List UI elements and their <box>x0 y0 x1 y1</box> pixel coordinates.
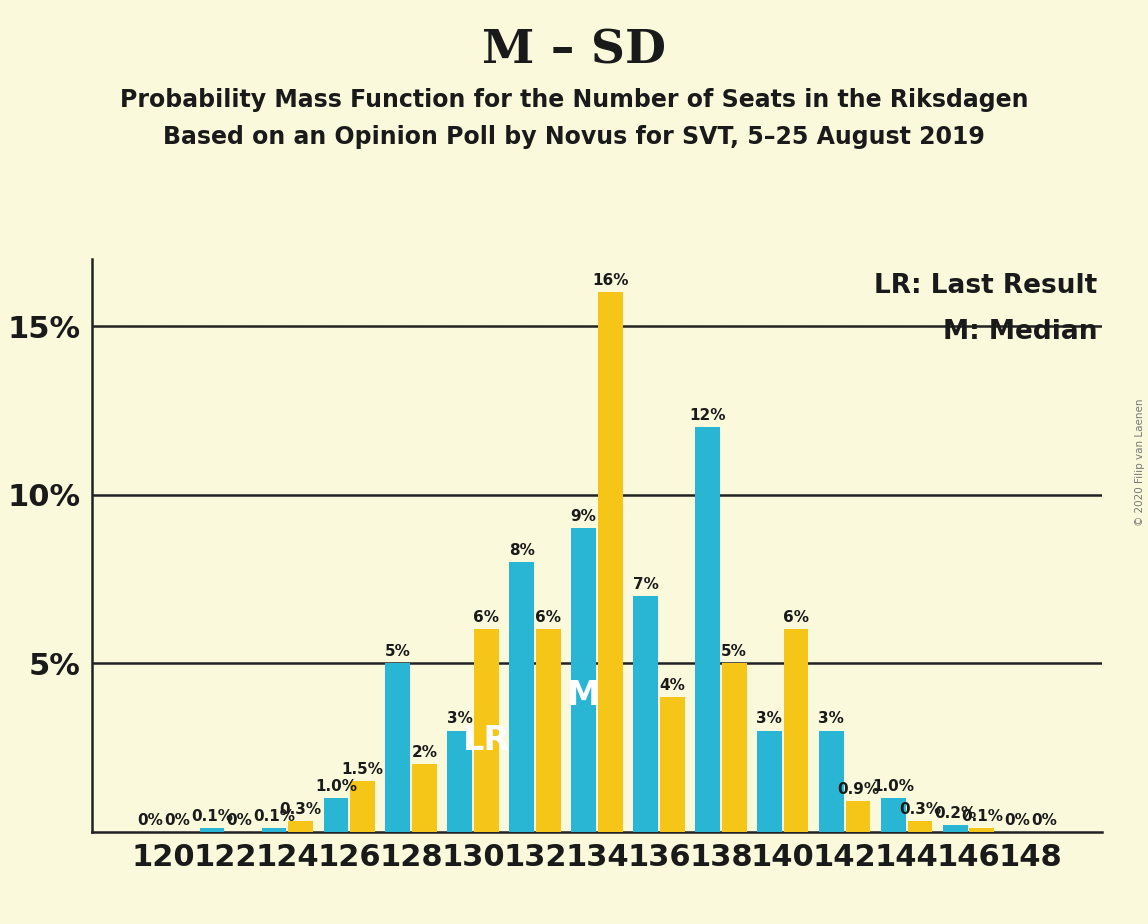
Text: 16%: 16% <box>592 274 628 288</box>
Text: 9%: 9% <box>571 509 597 524</box>
Text: 0%: 0% <box>226 812 251 828</box>
Text: 4%: 4% <box>659 678 685 693</box>
Bar <box>324 798 348 832</box>
Text: 3%: 3% <box>819 711 844 726</box>
Text: 6%: 6% <box>473 611 499 626</box>
Bar <box>474 629 498 832</box>
Text: 0%: 0% <box>164 812 189 828</box>
Text: 0.9%: 0.9% <box>837 783 879 797</box>
Text: 0.2%: 0.2% <box>934 806 976 821</box>
Text: 12%: 12% <box>689 408 726 423</box>
Bar <box>881 798 906 832</box>
Bar <box>598 292 622 832</box>
Bar <box>350 781 375 832</box>
Bar <box>943 825 968 832</box>
Text: 0.1%: 0.1% <box>961 809 1003 824</box>
Text: 8%: 8% <box>509 543 535 558</box>
Bar <box>660 697 684 832</box>
Text: 5%: 5% <box>385 644 411 659</box>
Text: Based on an Opinion Poll by Novus for SVT, 5–25 August 2019: Based on an Opinion Poll by Novus for SV… <box>163 125 985 149</box>
Text: Probability Mass Function for the Number of Seats in the Riksdagen: Probability Mass Function for the Number… <box>119 88 1029 112</box>
Text: M: M <box>567 678 600 711</box>
Text: 0.3%: 0.3% <box>899 802 941 818</box>
Bar <box>784 629 808 832</box>
Text: 5%: 5% <box>721 644 747 659</box>
Text: 0.3%: 0.3% <box>280 802 321 818</box>
Text: LR: LR <box>463 724 510 757</box>
Text: 7%: 7% <box>633 577 659 591</box>
Bar <box>908 821 932 832</box>
Bar <box>722 663 746 832</box>
Bar <box>969 828 994 832</box>
Bar <box>757 731 782 832</box>
Text: 0.1%: 0.1% <box>191 809 233 824</box>
Text: 6%: 6% <box>783 611 809 626</box>
Bar <box>572 529 596 832</box>
Text: 0%: 0% <box>1031 812 1056 828</box>
Text: 3%: 3% <box>757 711 783 726</box>
Bar <box>696 427 720 832</box>
Bar <box>200 828 225 832</box>
Text: © 2020 Filip van Laenen: © 2020 Filip van Laenen <box>1134 398 1145 526</box>
Text: 0%: 0% <box>1004 812 1030 828</box>
Bar <box>536 629 560 832</box>
Bar <box>412 764 437 832</box>
Text: 1.5%: 1.5% <box>342 762 383 777</box>
Text: 2%: 2% <box>411 745 437 760</box>
Text: 0%: 0% <box>138 812 163 828</box>
Bar <box>634 596 658 832</box>
Bar <box>448 731 472 832</box>
Bar <box>288 821 313 832</box>
Text: 1.0%: 1.0% <box>872 779 914 794</box>
Text: 3%: 3% <box>447 711 473 726</box>
Text: M: Median: M: Median <box>943 319 1097 345</box>
Text: 0.1%: 0.1% <box>253 809 295 824</box>
Bar <box>386 663 410 832</box>
Bar <box>262 828 286 832</box>
Bar <box>510 562 534 832</box>
Text: 1.0%: 1.0% <box>315 779 357 794</box>
Text: 6%: 6% <box>535 611 561 626</box>
Bar <box>846 801 870 832</box>
Text: M – SD: M – SD <box>482 28 666 74</box>
Bar <box>819 731 844 832</box>
Text: LR: Last Result: LR: Last Result <box>874 274 1097 299</box>
